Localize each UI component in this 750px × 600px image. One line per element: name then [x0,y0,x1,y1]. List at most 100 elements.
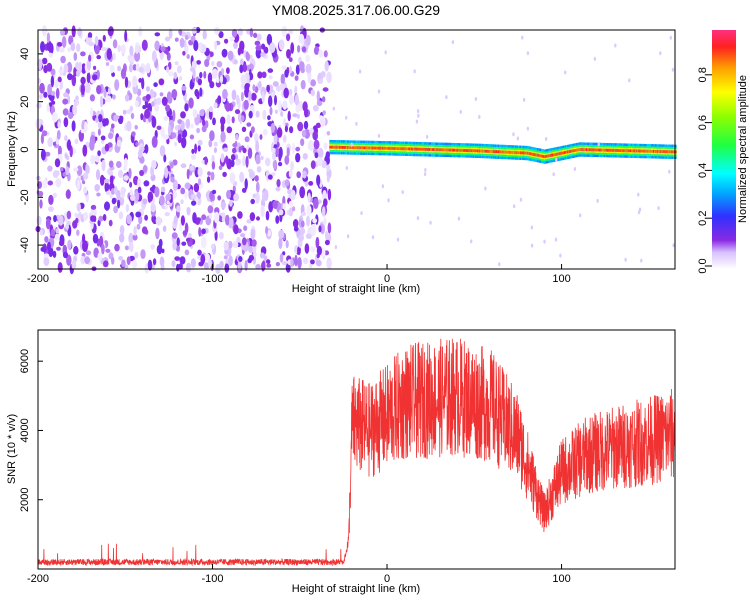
noise-cell [248,90,252,102]
signal-cell [417,147,419,151]
noise-cell [146,86,150,92]
noise-cell [128,232,134,244]
noise-cell [107,170,114,176]
noise-cell [225,102,231,112]
noise-cell [47,180,53,186]
noise-cell [63,92,69,98]
noise-cell [239,49,245,54]
noise-cell [108,26,114,36]
noise-cell [95,117,99,123]
signal-cell [655,150,657,153]
noise-cell [322,110,327,115]
signal-cell [443,148,446,152]
signal-cell [528,152,530,155]
noise-cell [131,259,138,269]
noise-cell [163,116,169,121]
signal-cell [582,148,585,152]
noise-cell [275,186,281,192]
noise-cell [128,242,134,252]
speckle-cell [355,121,358,126]
noise-cell [124,30,128,42]
signal-cell [384,146,387,150]
noise-cell [193,40,199,52]
noise-cell [197,139,203,146]
signal-cell [643,149,646,153]
noise-cell [287,110,291,122]
signal-cell [449,148,452,152]
speckle-cell [345,166,348,170]
noise-cell [67,73,73,81]
noise-cell [102,34,106,42]
noise-cell [259,252,265,259]
noise-cell [97,128,101,136]
signal-cell [572,149,574,153]
noise-cell [92,74,98,81]
noise-cell [205,120,209,129]
noise-cell [110,188,115,195]
noise-cell [174,141,178,147]
noise-cell [133,226,137,236]
signal-cell [531,152,534,156]
noise-cell [219,74,224,84]
speckle-cell [596,198,599,203]
noise-cell [180,120,185,131]
noise-cell [283,87,290,99]
noise-cell [213,147,217,154]
noise-cell [176,237,180,247]
signal-cell [399,147,402,151]
noise-cell [307,192,311,203]
noise-cell [105,62,110,66]
noise-cell [84,121,88,134]
noise-cell [284,125,288,133]
snr-x-ticks: -200 -100 0 100 [27,564,571,585]
noise-cell [295,152,301,163]
noise-cell [240,91,244,102]
noise-cell [134,251,139,259]
noise-cell [76,229,80,236]
noise-cell [94,43,100,55]
noise-cell [231,89,237,101]
noise-cell [144,108,151,119]
signal-cell [450,148,453,152]
signal-cell [624,149,627,153]
signal-cell [458,148,460,152]
noise-cell [322,87,329,92]
signal-cell [592,148,594,152]
noise-cell [239,58,244,66]
signal-cell [605,148,608,152]
noise-cell [275,146,280,157]
speckle-cell [522,97,526,102]
signal-cell [653,149,655,153]
noise-cell [64,153,68,159]
noise-cell [249,27,254,38]
signal-cell [397,147,400,151]
signal-cell [573,149,575,153]
signal-cell [457,148,459,152]
noise-cell [248,63,254,72]
noise-cell [129,181,133,188]
noise-cell [142,165,148,173]
noise-cell [286,147,290,158]
signal-cell [672,150,675,154]
noise-cell [53,215,57,223]
spectrogram-y-ticks: -40 -20 0 20 40 [19,48,43,253]
noise-cell [51,111,58,123]
noise-cell [58,69,65,74]
signal-cell [621,149,624,152]
noise-cell [218,231,224,240]
noise-cell [104,118,109,126]
noise-cell [250,198,255,205]
noise-cell [241,187,247,193]
noise-cell [139,156,145,164]
signal-cell [554,153,557,156]
noise-cell [136,223,141,230]
speckle-cell [416,216,420,221]
noise-cell [117,65,122,72]
signal-cell [569,150,571,153]
signal-cell [406,147,409,151]
noise-cell [238,256,243,262]
noise-cell [55,228,59,234]
noise-cell [124,76,129,89]
noise-cell [151,159,157,170]
signal-cell [439,148,441,152]
